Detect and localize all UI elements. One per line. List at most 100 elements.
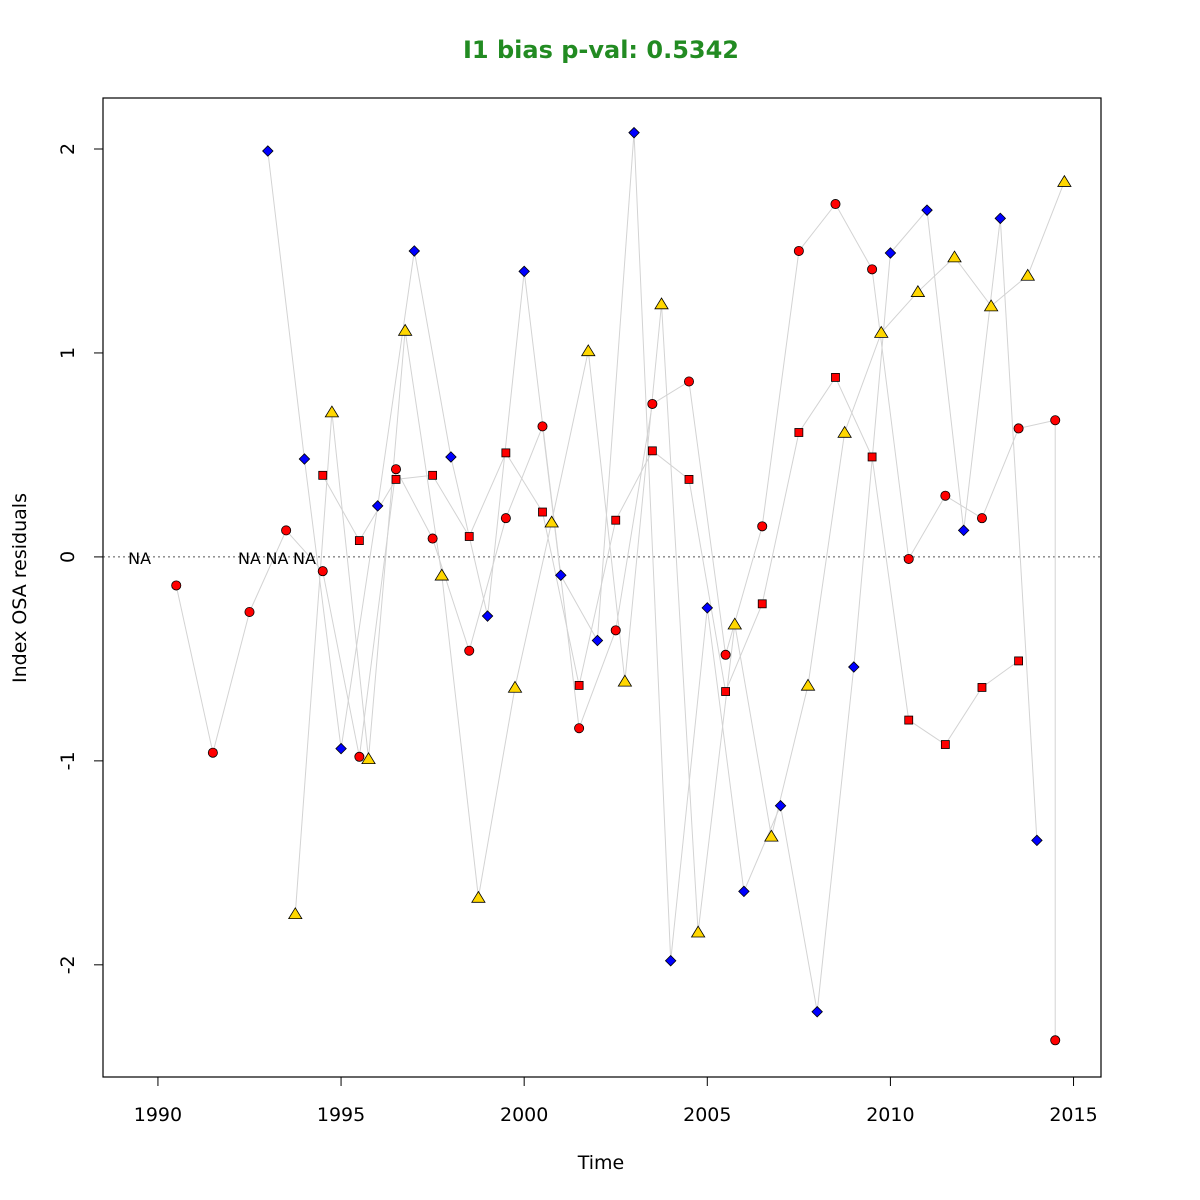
x-tick-label: 2005	[683, 1104, 731, 1126]
data-point-circle	[354, 751, 365, 762]
data-point-triangle	[873, 325, 889, 338]
data-point-square	[354, 536, 364, 545]
y-axis: -2 -1 0 1 2	[57, 143, 104, 974]
data-point-square	[721, 687, 731, 696]
y-tick-label: -2	[57, 955, 79, 974]
y-tick-label: 0	[57, 551, 79, 563]
data-point-circle	[171, 580, 182, 591]
data-point-triangle	[580, 344, 596, 357]
data-point-square	[391, 475, 401, 484]
data-point-diamond	[921, 204, 933, 216]
data-markers	[171, 126, 1072, 1046]
data-point-diamond	[774, 799, 787, 812]
data-point-diamond	[1031, 834, 1043, 847]
data-point-circle	[647, 398, 658, 409]
data-point-diamond	[811, 1005, 823, 1018]
na-labels: NA NA NA NA	[128, 549, 316, 568]
data-point-square	[428, 470, 438, 480]
data-point-triangle	[507, 680, 523, 693]
connector-line	[175, 203, 1056, 1041]
connector-lines	[175, 132, 1065, 1041]
data-point-triangle	[617, 674, 633, 687]
data-point-circle	[757, 521, 768, 532]
x-tick-label: 2015	[1049, 1104, 1097, 1126]
data-point-diamond	[664, 954, 677, 967]
data-point-triangle	[837, 425, 852, 438]
data-point-circle	[537, 421, 548, 432]
data-point-triangle	[361, 752, 376, 765]
data-point-diamond	[884, 247, 897, 259]
na-label: NA	[293, 549, 316, 568]
data-point-circle	[500, 513, 511, 524]
data-point-circle	[390, 464, 401, 475]
data-point-diamond	[701, 602, 714, 614]
y-tick-label: 1	[57, 347, 79, 359]
data-point-square	[904, 715, 914, 725]
data-point-triangle	[910, 284, 926, 297]
data-point-circle	[317, 566, 328, 577]
data-point-circle	[940, 490, 951, 501]
data-point-triangle	[727, 617, 743, 630]
y-tick-label: -1	[57, 751, 79, 770]
data-point-triangle	[471, 890, 486, 903]
data-point-triangle	[397, 323, 413, 336]
data-point-diamond	[738, 885, 750, 898]
data-point-circle	[1050, 1035, 1061, 1046]
data-point-triangle	[654, 297, 669, 310]
data-point-circle	[903, 553, 914, 564]
data-point-diamond	[994, 212, 1007, 225]
data-point-diamond	[628, 126, 640, 139]
data-point-square	[611, 515, 621, 525]
data-point-circle	[720, 649, 731, 660]
data-point-diamond	[262, 145, 274, 157]
data-point-square	[831, 373, 840, 382]
data-point-triangle	[764, 829, 779, 842]
connector-line	[322, 376, 1019, 746]
data-point-square	[684, 475, 694, 484]
na-label: NA	[128, 549, 151, 568]
data-point-square	[1014, 656, 1023, 666]
data-point-square	[794, 428, 804, 437]
data-point-square	[757, 599, 767, 609]
data-point-circle	[281, 525, 292, 536]
na-label: NA	[266, 549, 289, 568]
data-point-square	[867, 452, 877, 462]
x-axis: 1990 1995 2000 2005 2010 2015	[134, 1076, 1098, 1126]
data-point-triangle	[1020, 268, 1036, 281]
data-point-diamond	[591, 634, 604, 647]
data-point-square	[977, 683, 987, 692]
data-point-circle	[464, 645, 475, 656]
data-point-triangle	[324, 405, 340, 418]
chart-title: I1 bias p-val: 0.5342	[463, 36, 739, 64]
data-point-triangle	[544, 515, 559, 528]
data-point-circle	[610, 625, 621, 636]
connector-line	[294, 181, 1065, 933]
data-point-triangle	[287, 907, 303, 920]
x-tick-label: 2000	[500, 1104, 548, 1126]
x-tick-label: 1995	[317, 1104, 365, 1126]
data-point-diamond	[335, 742, 347, 755]
data-point-circle	[683, 376, 694, 387]
data-point-triangle	[947, 250, 962, 263]
data-point-square	[647, 446, 657, 456]
data-point-diamond	[481, 610, 494, 622]
x-axis-label: Time	[577, 1152, 625, 1174]
data-point-diamond	[957, 524, 970, 537]
data-point-square	[464, 532, 474, 541]
data-point-diamond	[445, 451, 457, 463]
data-point-circle	[207, 747, 218, 758]
data-point-diamond	[555, 569, 567, 582]
data-point-square	[501, 448, 511, 458]
data-point-diamond	[371, 500, 384, 512]
data-point-circle	[867, 264, 878, 275]
data-point-circle	[574, 723, 585, 734]
data-point-square	[574, 681, 584, 690]
data-point-triangle	[983, 299, 999, 312]
data-point-diamond	[408, 245, 421, 257]
data-point-square	[940, 740, 950, 749]
plot-frame	[102, 97, 1102, 1078]
data-point-circle	[244, 606, 255, 617]
x-tick-label: 1990	[134, 1104, 182, 1126]
data-point-diamond	[298, 453, 311, 465]
